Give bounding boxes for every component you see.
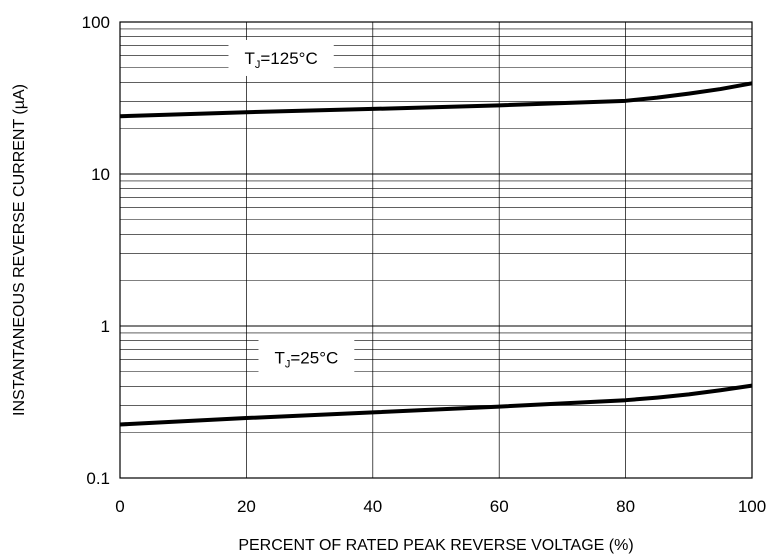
series-line-1 <box>119 81 753 119</box>
annotation-label-1: TJ=125°C <box>244 49 317 71</box>
series-line-2 <box>119 383 753 427</box>
x-tick-label: 60 <box>490 497 509 516</box>
y-tick-label: 100 <box>82 13 110 32</box>
annotation-background <box>258 339 355 376</box>
x-tick-label: 0 <box>115 497 124 516</box>
y-tick-labels: 0.1 1 10 100 <box>82 13 110 488</box>
annotation-label-2: TJ=25°C <box>274 349 338 371</box>
annotations: TJ=125°C TJ=25°C <box>228 39 355 376</box>
plot-frame <box>119 21 753 479</box>
y-tick-label: 10 <box>91 165 110 184</box>
x-axis-label: PERCENT OF RATED PEAK REVERSE VOLTAGE (%… <box>238 537 633 554</box>
series-layer <box>119 81 753 427</box>
annotation-background <box>228 39 334 76</box>
x-tick-label: 80 <box>616 497 635 516</box>
y-axis-label: INSTANTANEOUS REVERSE CURRENT (µA) <box>11 84 28 416</box>
x-tick-label: 20 <box>237 497 256 516</box>
y-tick-label: 0.1 <box>86 469 110 488</box>
x-tick-label: 100 <box>738 497 766 516</box>
x-tick-labels: 0 20 40 60 80 100 <box>115 497 766 516</box>
x-tick-label: 40 <box>363 497 382 516</box>
grid <box>120 22 752 479</box>
y-tick-label: 1 <box>101 317 110 336</box>
